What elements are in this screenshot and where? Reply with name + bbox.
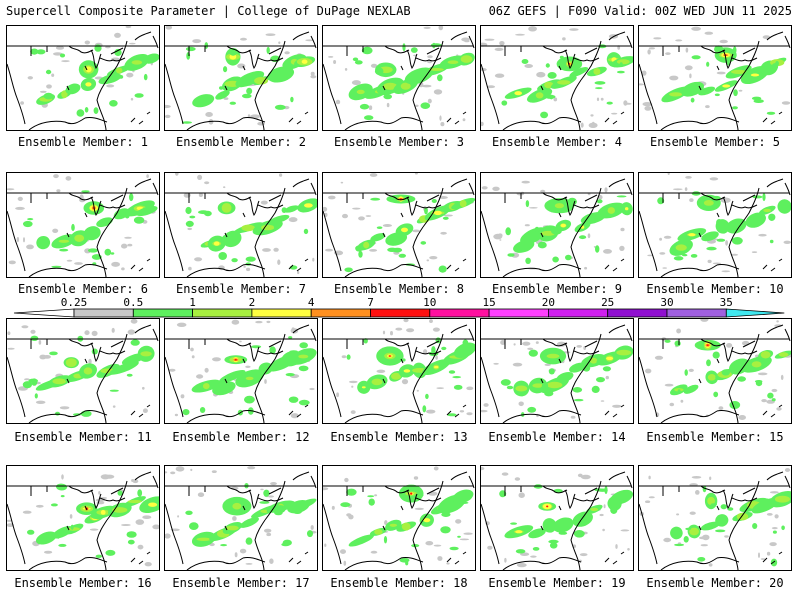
ensemble-member-map — [6, 465, 160, 571]
sup-composite-map — [481, 324, 633, 423]
ensemble-member-map — [322, 318, 476, 424]
ensemble-member-map — [480, 318, 634, 424]
legend-swatch — [132, 308, 194, 318]
sup-composite-map — [639, 173, 791, 277]
ensemble-member-map — [164, 172, 318, 278]
sup-composite-map — [165, 466, 317, 570]
legend-tick-label: 7 — [367, 296, 374, 309]
legend-tick-label: 0.25 — [61, 296, 88, 309]
member-caption: Ensemble Member: 4 — [491, 135, 623, 149]
ensemble-member-map — [6, 318, 160, 424]
member-caption: Ensemble Member: 7 — [175, 282, 307, 296]
ensemble-member-map — [638, 172, 792, 278]
legend-tick-label: 10 — [423, 296, 436, 309]
sup-composite-map — [481, 178, 633, 277]
member-caption: Ensemble Member: 19 — [488, 576, 626, 590]
member-caption: Ensemble Member: 14 — [488, 430, 626, 444]
ensemble-member-map — [6, 25, 160, 131]
legend-tick-label: 0.5 — [123, 296, 143, 309]
legend-tick-label: 2 — [249, 296, 256, 309]
legend-swatch — [192, 308, 253, 318]
member-caption: Ensemble Member: 9 — [491, 282, 623, 296]
member-caption: Ensemble Member: 15 — [646, 430, 784, 444]
ensemble-member-map — [638, 25, 792, 131]
legend-tick-label: 4 — [308, 296, 315, 309]
sup-composite-map — [639, 468, 791, 570]
sup-composite-map — [7, 471, 159, 570]
legend-swatch — [548, 308, 609, 318]
legend-swatch — [370, 308, 431, 318]
sup-composite-map — [481, 26, 633, 130]
legend-tick-label: 30 — [660, 296, 673, 309]
member-caption: Ensemble Member: 6 — [17, 282, 149, 296]
ensemble-member-map — [322, 465, 476, 571]
sup-composite-map — [165, 26, 317, 130]
legend-swatch — [429, 308, 490, 318]
ensemble-member-map — [322, 172, 476, 278]
sup-composite-map — [639, 26, 791, 130]
member-caption: Ensemble Member: 10 — [646, 282, 784, 296]
legend-swatch — [251, 308, 312, 318]
sup-composite-map — [323, 173, 475, 277]
member-caption: Ensemble Member: 11 — [14, 430, 152, 444]
sup-composite-map — [7, 26, 159, 130]
ensemble-member-map — [638, 318, 792, 424]
valid-time-label: 06Z GEFS | F090 Valid: 00Z WED JUN 11 20… — [488, 4, 792, 18]
member-caption: Ensemble Member: 1 — [17, 135, 149, 149]
sup-composite-map — [323, 466, 475, 570]
legend-arrow-low — [13, 308, 75, 318]
legend-tick-label: 25 — [601, 296, 614, 309]
legend-tick-label: 15 — [482, 296, 495, 309]
legend-arrow-high — [725, 308, 785, 318]
legend-tick-label: 1 — [189, 296, 196, 309]
legend-tick-label: 20 — [542, 296, 555, 309]
ensemble-member-map — [164, 318, 318, 424]
legend-swatch — [73, 308, 134, 318]
ensemble-member-map — [638, 465, 792, 571]
legend-swatch — [666, 308, 727, 318]
legend-tick-label: 35 — [720, 296, 733, 309]
ensemble-member-map — [480, 465, 634, 571]
member-caption: Ensemble Member: 3 — [333, 135, 465, 149]
member-caption: Ensemble Member: 5 — [649, 135, 781, 149]
legend-swatch — [607, 308, 668, 318]
page-title: Supercell Composite Parameter | College … — [6, 4, 411, 18]
sup-composite-map — [7, 174, 159, 277]
member-caption: Ensemble Member: 2 — [175, 135, 307, 149]
ensemble-member-map — [322, 25, 476, 131]
member-caption: Ensemble Member: 13 — [330, 430, 468, 444]
member-caption: Ensemble Member: 18 — [330, 576, 468, 590]
ensemble-member-map — [480, 25, 634, 131]
sup-composite-map — [7, 319, 159, 423]
ensemble-member-map — [164, 465, 318, 571]
member-caption: Ensemble Member: 12 — [172, 430, 310, 444]
legend-swatch — [488, 308, 549, 318]
sup-composite-map — [165, 173, 317, 277]
color-legend: 0.25 0.5 1 2 4 7 10 15 20 25 30 35 — [13, 296, 785, 318]
sup-composite-map — [481, 466, 633, 570]
member-caption: Ensemble Member: 20 — [646, 576, 784, 590]
ensemble-member-map — [480, 172, 634, 278]
ensemble-member-map — [6, 172, 160, 278]
sup-composite-map — [323, 26, 475, 130]
sup-composite-map — [323, 319, 475, 423]
ensemble-member-map — [164, 25, 318, 131]
sup-composite-map — [165, 319, 317, 423]
member-caption: Ensemble Member: 16 — [14, 576, 152, 590]
sup-composite-map — [639, 319, 791, 423]
legend-swatch — [310, 308, 371, 318]
member-caption: Ensemble Member: 17 — [172, 576, 310, 590]
member-caption: Ensemble Member: 8 — [333, 282, 465, 296]
